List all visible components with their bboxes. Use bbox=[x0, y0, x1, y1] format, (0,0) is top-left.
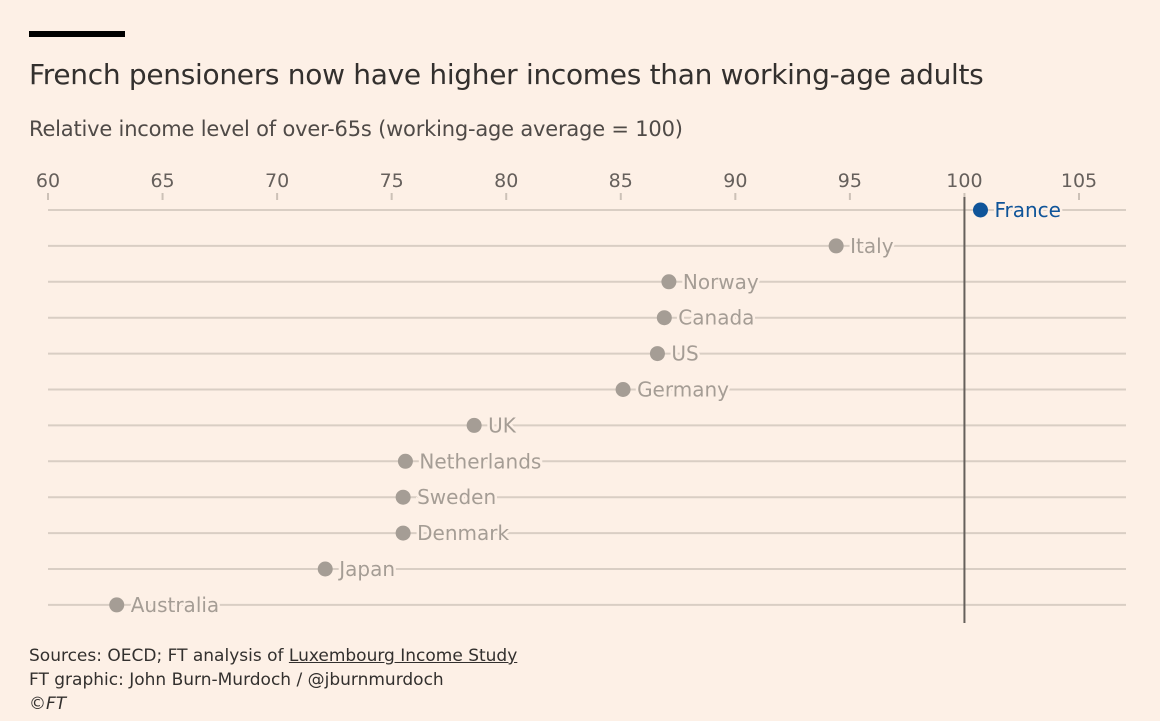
point-australia bbox=[109, 597, 125, 613]
copyright: ©FT bbox=[29, 694, 67, 714]
point-label-italy: Italy bbox=[850, 234, 894, 258]
point-label-us: US bbox=[671, 342, 698, 366]
point-france bbox=[972, 202, 988, 218]
point-label-canada: Canada bbox=[678, 306, 754, 330]
point-denmark bbox=[395, 525, 411, 541]
point-italy bbox=[828, 238, 844, 254]
point-canada bbox=[656, 310, 672, 326]
x-tick-label: 60 bbox=[36, 170, 60, 192]
x-tick-label: 90 bbox=[723, 170, 747, 192]
point-label-japan: Japan bbox=[337, 557, 395, 581]
point-label-germany: Germany bbox=[637, 378, 729, 402]
point-label-sweden: Sweden bbox=[417, 485, 496, 509]
x-tick-label: 65 bbox=[150, 170, 174, 192]
chart-subtitle: Relative income level of over-65s (worki… bbox=[29, 117, 683, 141]
point-netherlands bbox=[397, 453, 413, 469]
point-label-netherlands: Netherlands bbox=[419, 449, 541, 473]
x-tick-label: 70 bbox=[265, 170, 289, 192]
x-tick-label: 80 bbox=[494, 170, 518, 192]
point-uk bbox=[466, 417, 482, 433]
sources-line: Sources: OECD; FT analysis of Luxembourg… bbox=[29, 646, 517, 666]
credit-line: FT graphic: John Burn-Murdoch / @jburnmu… bbox=[29, 670, 444, 690]
point-us bbox=[649, 346, 665, 362]
x-tick-label: 75 bbox=[380, 170, 404, 192]
point-japan bbox=[317, 561, 333, 577]
point-label-france: France bbox=[994, 198, 1061, 222]
point-label-uk: UK bbox=[488, 413, 517, 437]
point-norway bbox=[661, 274, 677, 290]
point-germany bbox=[615, 382, 631, 397]
point-label-australia: Australia bbox=[131, 593, 219, 617]
sources-prefix: Sources: OECD; FT analysis of bbox=[29, 646, 289, 666]
x-tick-label: 85 bbox=[609, 170, 633, 192]
x-tick-label: 95 bbox=[838, 170, 862, 192]
x-tick-label: 100 bbox=[946, 170, 982, 192]
point-sweden bbox=[395, 489, 411, 505]
sources-link[interactable]: Luxembourg Income Study bbox=[288, 646, 518, 666]
x-tick-label: 105 bbox=[1061, 170, 1097, 192]
point-label-denmark: Denmark bbox=[417, 521, 509, 545]
ft-header-bar bbox=[29, 31, 125, 37]
chart-title: French pensioners now have higher income… bbox=[29, 58, 984, 91]
point-label-norway: Norway bbox=[683, 270, 759, 294]
